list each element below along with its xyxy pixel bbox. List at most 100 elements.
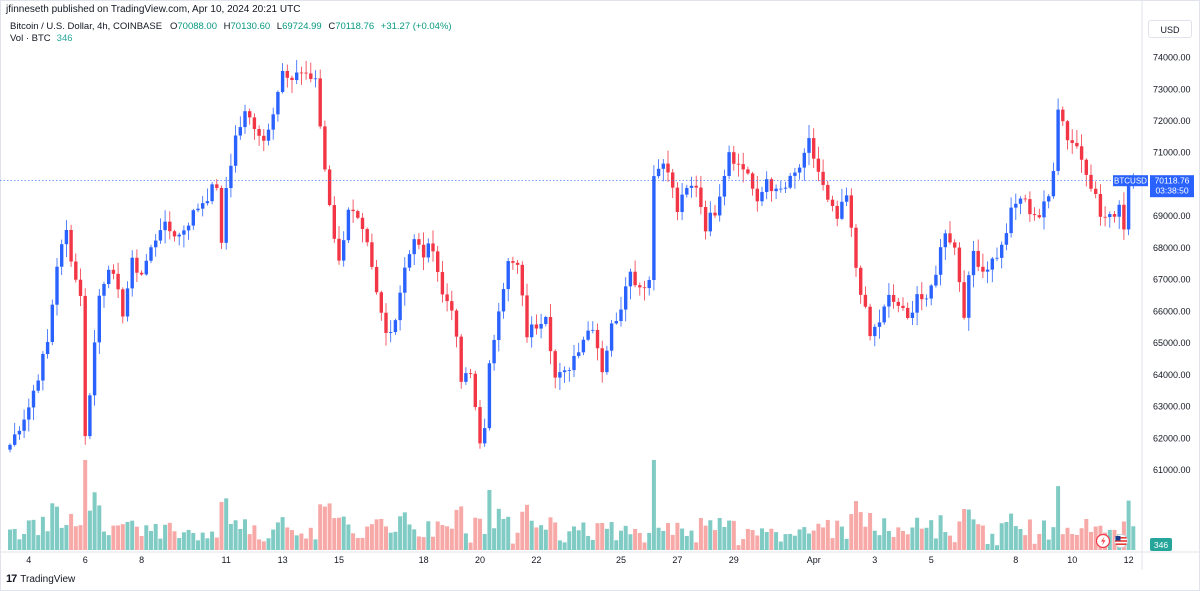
candle (1112, 211, 1117, 223)
volume-bar (482, 534, 487, 550)
candle (652, 165, 656, 291)
volume-bar (825, 519, 830, 550)
volume-bar (322, 506, 327, 550)
volume-bar (886, 531, 891, 550)
candle (835, 200, 839, 227)
candle (962, 270, 966, 320)
volume-tag: 346 (1150, 538, 1172, 551)
candle (544, 315, 548, 327)
volume-bar (426, 521, 431, 550)
volume-bar (346, 524, 351, 550)
volume-bar (1074, 534, 1079, 550)
volume-bar (995, 545, 999, 550)
candle (483, 418, 487, 447)
price-tick-label: 67000.00 (1153, 275, 1191, 285)
candle (1122, 192, 1126, 240)
candle (619, 296, 623, 327)
us-flag-icon[interactable] (1114, 534, 1128, 548)
symbol-legend: Bitcoin / U.S. Dollar, 4h, COINBASE O700… (10, 21, 456, 32)
candle (873, 324, 877, 347)
lightning-icon[interactable] (1095, 533, 1111, 549)
candle (506, 258, 510, 302)
candle (797, 164, 802, 180)
candle (548, 303, 553, 365)
candle (497, 302, 501, 352)
volume-bar (543, 529, 548, 550)
volume-bar (275, 522, 280, 550)
volume-bar (181, 532, 186, 550)
candle (177, 232, 181, 246)
candle (55, 257, 59, 316)
volume-bar (637, 532, 642, 550)
volume-bar (1131, 526, 1136, 550)
price-axis[interactable]: 61000.00 62000.00 63000.00 64000.00 65000.00… (1153, 53, 1191, 476)
volume-bar (567, 531, 572, 550)
candle (901, 297, 905, 311)
candle (8, 443, 12, 453)
candle-countdown: 03:38:50 (1155, 186, 1188, 196)
price-tick-label: 64000.00 (1153, 370, 1191, 380)
candle (92, 329, 97, 406)
candle (539, 313, 543, 339)
volume-bar (233, 520, 238, 550)
volume-bar (435, 521, 440, 550)
candle (671, 168, 675, 199)
candle (703, 200, 708, 240)
volume-bar (313, 539, 318, 550)
volume-bar (703, 525, 708, 550)
candle (680, 182, 684, 221)
candle (262, 129, 266, 152)
volume-bar (990, 533, 995, 550)
candle (1089, 164, 1093, 192)
open-label: O (169, 21, 178, 32)
volume-bar (12, 529, 17, 550)
volume-bar (243, 519, 247, 550)
candle (1037, 208, 1041, 219)
volume-bar (501, 518, 506, 550)
volume-bar (1070, 533, 1075, 550)
volume-bar (149, 531, 153, 550)
volume-bar (172, 531, 177, 550)
footer-brand[interactable]: 17 TradingView (6, 573, 75, 585)
candle (31, 384, 36, 421)
candle (699, 175, 703, 215)
time-tick-label: 8 (139, 555, 144, 565)
volume-bar (750, 530, 755, 550)
candle (88, 393, 92, 440)
volume-bar (402, 512, 407, 550)
volume-bar (196, 540, 200, 550)
candle (1047, 194, 1051, 209)
volume-bar (1093, 526, 1098, 550)
price-tick-label: 71000.00 (1153, 148, 1191, 158)
candle (685, 184, 689, 198)
candle (473, 370, 477, 411)
candle (233, 125, 238, 173)
candle (981, 253, 985, 279)
volume-bar (642, 542, 647, 550)
candle (990, 256, 994, 283)
time-tick-label: Apr (807, 555, 821, 565)
volume-bar (355, 538, 360, 550)
candle (943, 229, 947, 261)
candles (8, 60, 1135, 453)
candle (863, 286, 868, 309)
candle (407, 250, 412, 272)
time-axis[interactable]: 4 6 8 11 13 15 18 20 22 25 27 29 Apr 3 5 8 10 12 (26, 555, 1133, 565)
volume-bar (717, 517, 722, 550)
volume-value: 346 (56, 33, 73, 44)
symbol-title[interactable]: Bitcoin / U.S. Dollar, 4h, COINBASE (10, 21, 163, 32)
candle (567, 367, 571, 382)
volume-label[interactable]: Vol · BTC (10, 33, 51, 44)
time-tick-label: 6 (83, 555, 88, 565)
volume-bar (186, 529, 191, 550)
volume-bar (976, 524, 981, 550)
volume-bar (191, 533, 196, 550)
volume-bar (449, 528, 454, 550)
volume-bar (783, 534, 788, 550)
candle (755, 175, 759, 212)
currency-button[interactable]: USD (1148, 20, 1192, 38)
volume-bar (163, 524, 168, 550)
volume-bar (839, 526, 844, 550)
volume-bar (351, 533, 356, 550)
